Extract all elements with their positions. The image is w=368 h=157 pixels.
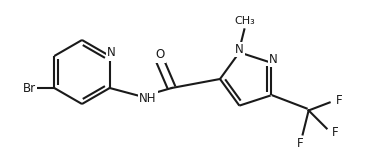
Text: Br: Br [23,81,36,95]
Text: N: N [107,46,116,60]
Text: F: F [297,137,304,150]
Text: F: F [336,94,343,107]
Text: O: O [155,49,164,62]
Text: N: N [235,43,244,56]
Text: CH₃: CH₃ [234,16,255,26]
Text: NH: NH [139,92,156,105]
Text: N: N [269,53,278,66]
Text: F: F [332,126,339,139]
